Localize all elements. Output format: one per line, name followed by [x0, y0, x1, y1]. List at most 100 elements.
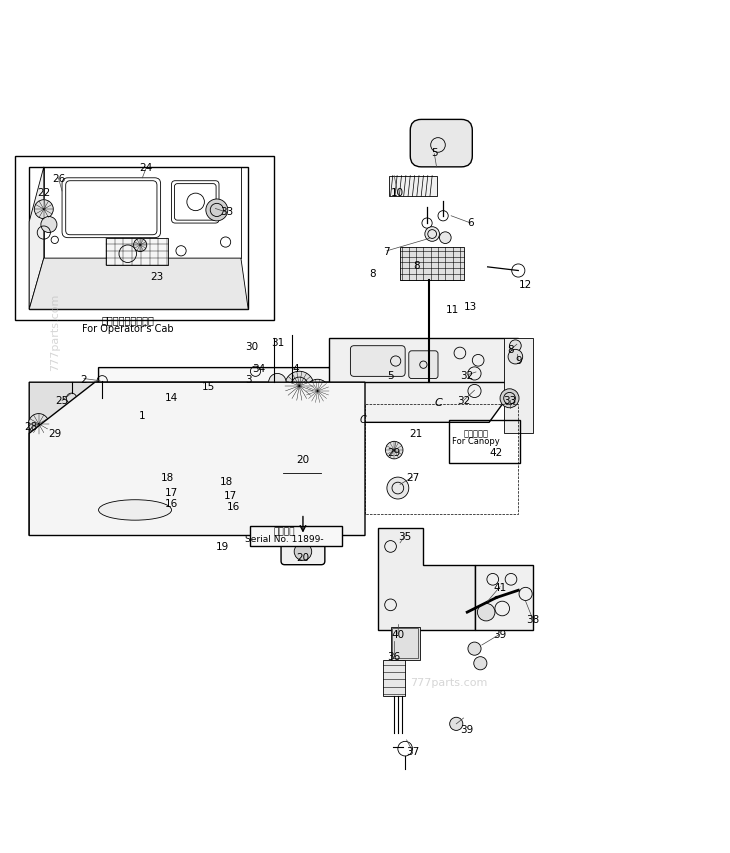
Circle shape [385, 442, 403, 459]
Text: 1: 1 [139, 410, 146, 421]
Text: 31: 31 [271, 338, 284, 348]
Text: 3: 3 [245, 374, 252, 384]
Bar [218, 426, 234, 434]
Bar [250, 526, 342, 547]
Text: 39: 39 [461, 724, 474, 734]
Text: 30: 30 [245, 341, 258, 351]
Text: 24: 24 [139, 163, 153, 172]
Circle shape [450, 717, 463, 730]
Circle shape [425, 228, 439, 242]
Text: 14: 14 [165, 392, 178, 403]
Polygon shape [504, 339, 533, 434]
Circle shape [439, 233, 451, 244]
Circle shape [477, 604, 495, 621]
Text: 適用号數: 適用号數 [274, 526, 296, 536]
Circle shape [294, 543, 312, 560]
Circle shape [28, 414, 49, 434]
Polygon shape [328, 339, 518, 383]
Polygon shape [29, 168, 44, 310]
Text: C: C [434, 397, 442, 408]
Circle shape [468, 642, 481, 655]
Text: 16: 16 [165, 498, 178, 508]
Text: 32: 32 [457, 396, 470, 406]
Circle shape [206, 200, 228, 222]
Text: 29: 29 [388, 447, 401, 457]
Polygon shape [95, 383, 518, 423]
FancyBboxPatch shape [409, 351, 438, 379]
Text: 8: 8 [507, 345, 515, 355]
Text: 38: 38 [526, 615, 539, 624]
Text: C: C [359, 415, 366, 424]
Text: 5: 5 [387, 370, 394, 380]
Circle shape [306, 380, 329, 403]
Text: 20: 20 [296, 553, 310, 563]
Bar [280, 445, 326, 476]
Text: 28: 28 [24, 421, 37, 432]
Text: Serial No. 11899-: Serial No. 11899- [245, 534, 324, 543]
Polygon shape [474, 565, 533, 630]
Text: 40: 40 [391, 630, 404, 639]
Text: 18: 18 [161, 473, 174, 483]
Polygon shape [102, 386, 292, 441]
Circle shape [44, 421, 58, 436]
Polygon shape [99, 343, 518, 383]
Bar [174, 426, 190, 434]
Text: 18: 18 [220, 476, 233, 486]
Text: 25: 25 [55, 396, 69, 406]
Text: 777parts.com: 777parts.com [410, 676, 488, 687]
Bar [261, 426, 277, 434]
Ellipse shape [250, 484, 265, 490]
Bar [15, 157, 274, 321]
FancyBboxPatch shape [200, 394, 240, 423]
Polygon shape [378, 529, 474, 630]
Bar [196, 426, 212, 434]
Circle shape [387, 478, 409, 499]
Text: 23: 23 [150, 272, 164, 282]
FancyBboxPatch shape [410, 120, 472, 168]
Text: 16: 16 [227, 502, 240, 512]
FancyBboxPatch shape [106, 394, 153, 423]
Ellipse shape [250, 519, 265, 525]
Circle shape [500, 389, 519, 409]
Circle shape [34, 200, 53, 219]
Circle shape [474, 657, 487, 670]
Text: For Operator's Cab: For Operator's Cab [82, 324, 174, 334]
Circle shape [41, 218, 57, 233]
Text: 11: 11 [446, 305, 459, 315]
FancyBboxPatch shape [157, 394, 197, 423]
Text: オペレータキャブ用: オペレータキャブ用 [101, 315, 154, 325]
Bar [391, 627, 420, 660]
Text: 33: 33 [503, 396, 516, 406]
FancyBboxPatch shape [281, 539, 325, 565]
Bar [108, 426, 124, 434]
Text: 8: 8 [369, 269, 376, 278]
Text: 36: 36 [388, 651, 401, 661]
Text: 19: 19 [216, 542, 229, 552]
Circle shape [508, 350, 523, 364]
Bar [449, 421, 520, 463]
Text: 35: 35 [399, 531, 412, 541]
Ellipse shape [99, 500, 172, 520]
Text: 9: 9 [515, 356, 522, 366]
Bar [106, 238, 168, 266]
FancyBboxPatch shape [350, 346, 405, 377]
Text: 6: 6 [467, 218, 474, 228]
Bar [152, 426, 168, 434]
Text: 17: 17 [223, 490, 237, 501]
Polygon shape [29, 258, 248, 310]
Bar [383, 660, 405, 696]
Text: For Canopy: For Canopy [452, 437, 500, 445]
Circle shape [269, 374, 286, 392]
Circle shape [134, 239, 147, 252]
FancyBboxPatch shape [243, 394, 287, 423]
Text: 5: 5 [431, 148, 438, 158]
Text: 13: 13 [464, 301, 477, 311]
Text: 17: 17 [165, 487, 178, 497]
Text: 27: 27 [406, 473, 419, 483]
Text: 2: 2 [80, 374, 88, 384]
Text: 33: 33 [220, 206, 233, 217]
Text: 26: 26 [52, 174, 65, 183]
Bar [281, 449, 323, 474]
Text: 12: 12 [519, 279, 532, 289]
Text: 37: 37 [406, 746, 419, 756]
